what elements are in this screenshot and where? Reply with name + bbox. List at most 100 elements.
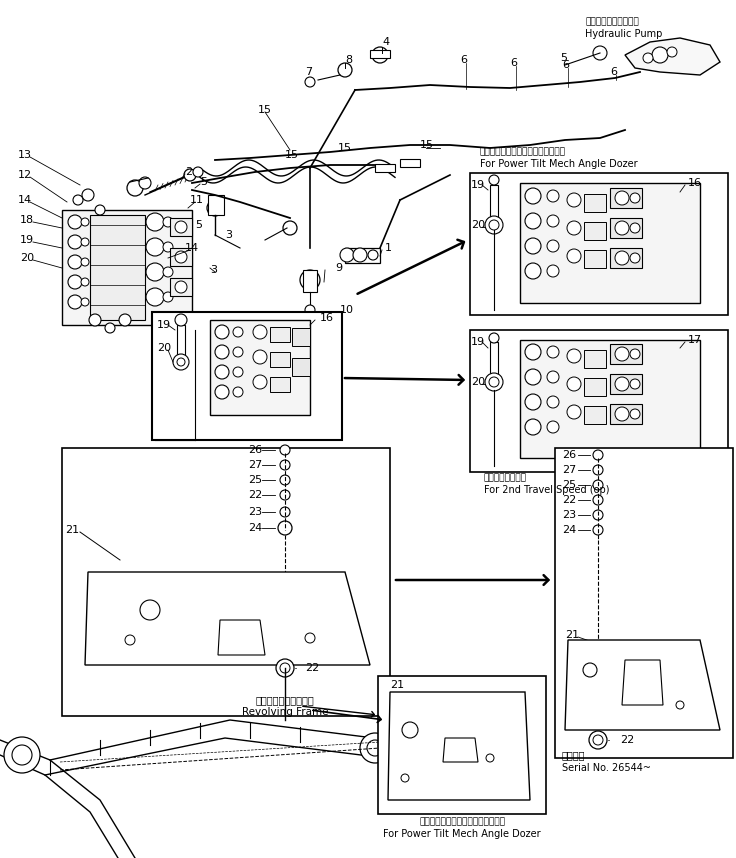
Bar (584, 350, 606, 368)
Text: 12: 12 (18, 170, 32, 180)
Text: 22: 22 (562, 495, 576, 505)
Bar (210, 320, 310, 415)
Bar (170, 278, 192, 296)
Circle shape (68, 275, 82, 289)
Circle shape (615, 407, 629, 421)
Bar (555, 448, 733, 758)
Circle shape (146, 238, 164, 256)
Circle shape (615, 221, 629, 235)
Circle shape (233, 327, 243, 337)
Circle shape (525, 263, 541, 279)
Bar (584, 222, 606, 240)
Text: 6: 6 (460, 55, 467, 65)
Circle shape (215, 345, 229, 359)
Text: Revolving Frame: Revolving Frame (241, 707, 328, 717)
Circle shape (525, 344, 541, 360)
Bar (345, 248, 380, 263)
Bar (177, 325, 185, 355)
Text: 6: 6 (610, 67, 617, 77)
Circle shape (68, 255, 82, 269)
Text: 23: 23 (562, 510, 576, 520)
Text: 22: 22 (248, 490, 262, 500)
Circle shape (630, 253, 640, 263)
Text: 27: 27 (248, 460, 262, 470)
Text: 17: 17 (688, 335, 702, 345)
Text: 10: 10 (340, 305, 354, 315)
Text: 24: 24 (248, 523, 262, 533)
Circle shape (567, 405, 581, 419)
Bar (400, 159, 420, 167)
Circle shape (253, 375, 267, 389)
Circle shape (485, 216, 503, 234)
Text: Serial No. 26544~: Serial No. 26544~ (562, 763, 651, 773)
Circle shape (140, 600, 160, 620)
Polygon shape (622, 660, 663, 705)
Text: 2: 2 (185, 167, 192, 177)
Circle shape (547, 240, 559, 252)
Text: Hydraulic Pump: Hydraulic Pump (585, 29, 662, 39)
Circle shape (525, 419, 541, 435)
Circle shape (486, 754, 494, 762)
Text: レボルビングフレーム: レボルビングフレーム (255, 695, 314, 705)
Circle shape (401, 774, 409, 782)
Circle shape (525, 369, 541, 385)
Circle shape (567, 349, 581, 363)
Text: 14: 14 (185, 243, 199, 253)
Circle shape (593, 510, 603, 520)
Text: 20: 20 (471, 377, 485, 387)
Text: パワーチルトメカアングルドーザ用: パワーチルトメカアングルドーザ用 (419, 818, 505, 826)
Bar (610, 248, 642, 268)
Bar (520, 183, 700, 303)
Text: 15: 15 (420, 140, 434, 150)
Bar (610, 188, 642, 208)
Text: 15: 15 (338, 143, 352, 153)
Circle shape (81, 218, 89, 226)
Circle shape (630, 193, 640, 203)
Circle shape (81, 278, 89, 286)
Text: 21: 21 (65, 525, 79, 535)
Circle shape (95, 205, 105, 215)
Circle shape (68, 235, 82, 249)
Text: 5: 5 (560, 53, 567, 63)
Bar (520, 340, 700, 458)
Circle shape (12, 745, 32, 765)
Circle shape (81, 258, 89, 266)
Circle shape (630, 379, 640, 389)
Circle shape (68, 295, 82, 309)
Text: 20: 20 (157, 343, 171, 353)
Circle shape (547, 346, 559, 358)
Circle shape (593, 480, 603, 490)
Circle shape (615, 347, 629, 361)
Bar (490, 342, 498, 374)
Text: 7: 7 (305, 67, 312, 77)
Circle shape (233, 347, 243, 357)
Text: 3: 3 (225, 230, 232, 240)
Circle shape (163, 217, 173, 227)
Circle shape (593, 46, 607, 60)
Bar (270, 352, 290, 367)
Bar (303, 270, 317, 292)
Circle shape (177, 358, 185, 366)
Circle shape (630, 349, 640, 359)
Text: 18: 18 (20, 215, 34, 225)
Polygon shape (565, 640, 720, 730)
Polygon shape (388, 692, 530, 800)
Text: 25: 25 (562, 480, 576, 490)
Text: 1: 1 (385, 243, 392, 253)
Circle shape (372, 47, 388, 63)
Circle shape (485, 373, 503, 391)
Circle shape (615, 191, 629, 205)
Text: 11: 11 (190, 195, 204, 205)
Text: 20: 20 (471, 220, 485, 230)
Bar (584, 194, 606, 212)
Circle shape (567, 249, 581, 263)
Bar (90, 215, 145, 320)
Bar (584, 406, 606, 424)
Circle shape (125, 635, 135, 645)
Circle shape (280, 445, 290, 455)
Bar (610, 374, 642, 394)
Circle shape (593, 465, 603, 475)
Circle shape (215, 385, 229, 399)
Circle shape (163, 242, 173, 252)
Text: 26: 26 (248, 445, 262, 455)
